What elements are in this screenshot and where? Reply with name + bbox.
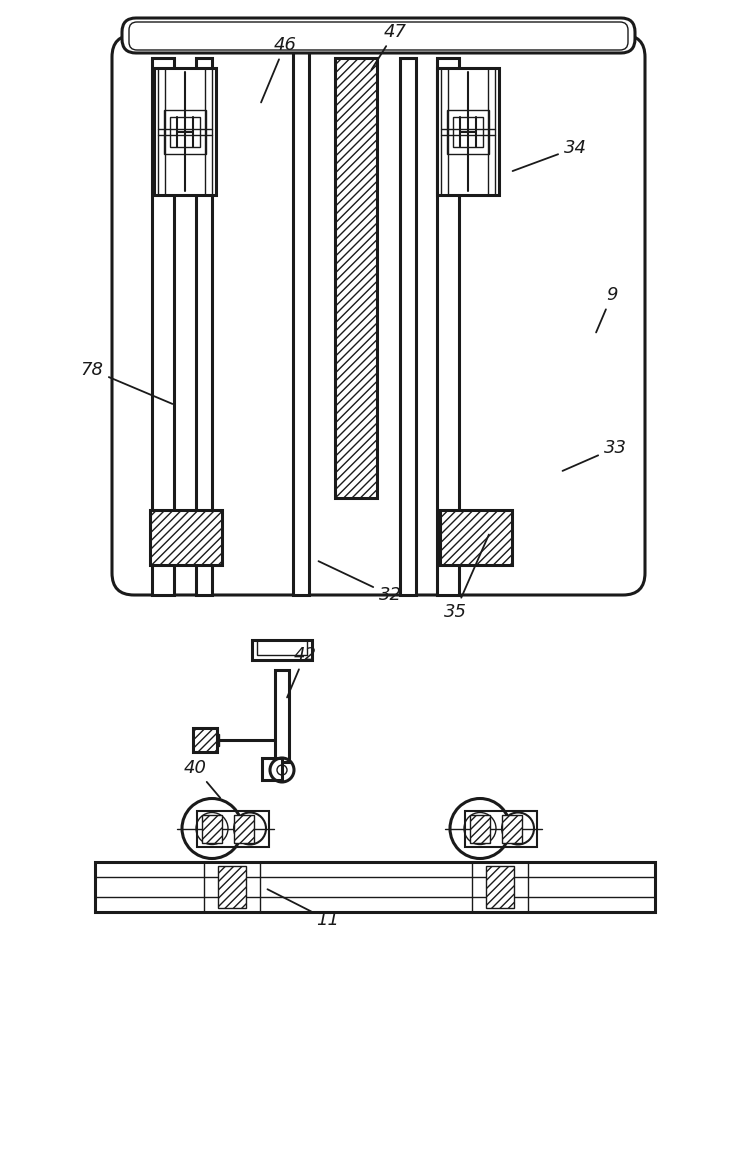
- Bar: [437, 58, 459, 595]
- Bar: [488, 68, 495, 195]
- Bar: [441, 68, 448, 195]
- Bar: [150, 510, 222, 565]
- Bar: [234, 815, 254, 843]
- Text: 34: 34: [512, 139, 586, 171]
- Bar: [202, 815, 222, 843]
- Text: 11: 11: [268, 890, 340, 929]
- Text: 35: 35: [443, 534, 489, 622]
- Bar: [486, 866, 514, 908]
- Bar: [262, 759, 282, 780]
- Bar: [465, 810, 537, 846]
- Bar: [470, 815, 490, 843]
- Text: 32: 32: [319, 562, 401, 604]
- Bar: [293, 40, 309, 595]
- Text: 33: 33: [562, 439, 626, 471]
- Bar: [453, 116, 483, 146]
- Bar: [197, 810, 269, 846]
- Bar: [154, 68, 216, 195]
- FancyBboxPatch shape: [112, 35, 645, 595]
- Bar: [205, 68, 212, 195]
- Bar: [400, 58, 416, 595]
- Text: 40: 40: [184, 759, 220, 798]
- Bar: [275, 670, 289, 762]
- Bar: [170, 116, 200, 146]
- Bar: [335, 58, 377, 498]
- Bar: [218, 866, 246, 908]
- Text: 47: 47: [371, 23, 406, 70]
- Bar: [193, 727, 217, 752]
- Text: 9: 9: [596, 285, 618, 333]
- Bar: [440, 510, 512, 565]
- Bar: [158, 68, 165, 195]
- Text: 78: 78: [80, 361, 172, 404]
- Bar: [164, 109, 206, 153]
- Bar: [437, 68, 499, 195]
- Bar: [447, 109, 489, 153]
- Bar: [252, 640, 312, 660]
- Bar: [257, 640, 307, 655]
- Bar: [213, 734, 219, 746]
- Bar: [95, 862, 655, 912]
- Bar: [152, 58, 174, 595]
- Bar: [196, 58, 212, 595]
- Text: 42: 42: [287, 646, 316, 698]
- FancyBboxPatch shape: [122, 18, 635, 53]
- Text: 46: 46: [261, 36, 296, 102]
- Bar: [502, 815, 522, 843]
